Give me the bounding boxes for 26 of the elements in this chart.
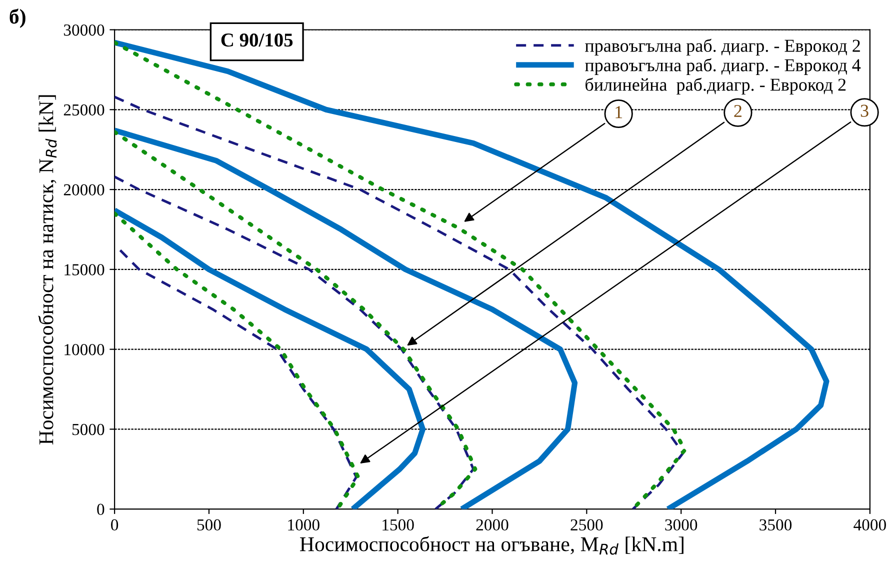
y-tick-label: 5000 xyxy=(72,424,104,436)
annotation: 3 xyxy=(860,104,868,117)
x-tick-label: 4000 xyxy=(854,519,886,531)
x-axis-title: Носимоспособност на огъване, M$_{Rd}$ [kN.m] xyxy=(300,536,684,555)
x-tick-label: 0 xyxy=(111,519,118,531)
x-tick-label: 2500 xyxy=(570,519,603,531)
y-tick-label: 30000 xyxy=(64,24,104,36)
x-tick-label: 1000 xyxy=(288,519,320,531)
annotation: 2 xyxy=(734,104,742,117)
y-tick-label: 20000 xyxy=(64,184,104,196)
y-tick-label: 0 xyxy=(97,504,104,516)
annotation: C 90/105 xyxy=(221,34,293,47)
x-tick-label: 3000 xyxy=(665,519,698,531)
annotation: 1 xyxy=(616,106,622,118)
y-axis-title: Носимоспособност на натиск, N$_{Rd}$ [kN] xyxy=(38,95,57,445)
x-tick-label: 2000 xyxy=(476,519,508,531)
y-tick-label: 15000 xyxy=(64,264,104,276)
x-tick-label: 1500 xyxy=(382,519,414,531)
legend-label: правоъгълна раб. диагр. - Еврокод 4 xyxy=(585,58,861,76)
x-tick-label: 3500 xyxy=(760,519,792,531)
y-tick-label: 10000 xyxy=(64,344,104,356)
legend-label: билинейна раб.диагр. - Еврокод 2 xyxy=(586,78,846,94)
legend-label: правоъгълна раб. диагр. - Еврокод 2 xyxy=(585,38,860,56)
x-tick-label: 500 xyxy=(197,519,221,531)
text: б) xyxy=(10,8,26,28)
y-tick-label: 25000 xyxy=(64,104,104,116)
